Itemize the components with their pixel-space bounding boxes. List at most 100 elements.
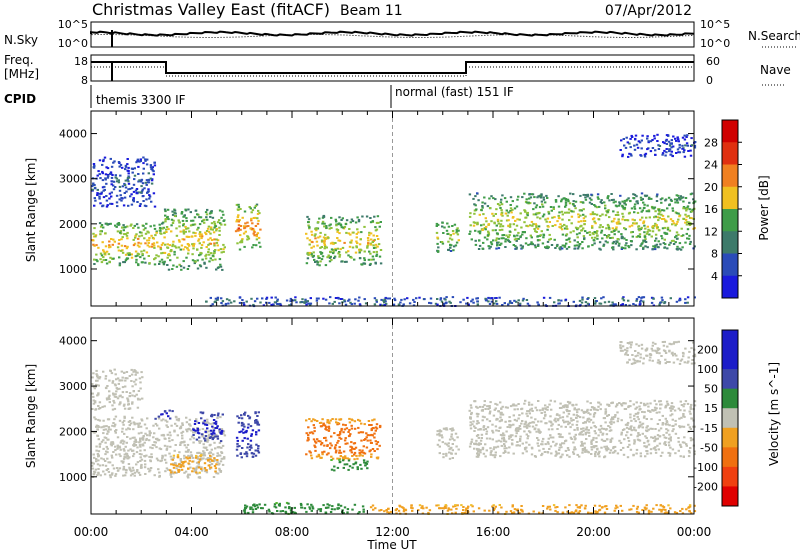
echo-cell bbox=[470, 406, 473, 409]
echo-cell bbox=[92, 395, 95, 398]
echo-cell bbox=[213, 242, 216, 245]
echo-cell bbox=[151, 166, 154, 169]
echo-cell bbox=[671, 220, 674, 222]
echo-cell bbox=[220, 302, 223, 304]
echo-cell bbox=[148, 237, 151, 239]
echo-cell bbox=[582, 227, 585, 230]
echo-cell bbox=[216, 435, 219, 438]
echo-cell bbox=[652, 297, 655, 300]
echo-cell bbox=[443, 226, 446, 229]
echo-cell bbox=[612, 421, 616, 424]
echo-cell bbox=[496, 418, 499, 421]
echo-cell bbox=[139, 438, 142, 441]
echo-cell bbox=[325, 439, 328, 442]
echo-cell bbox=[537, 245, 540, 247]
echo-region bbox=[163, 208, 227, 271]
echo-cell bbox=[550, 452, 553, 455]
echo-cell bbox=[367, 420, 371, 422]
echo-cell bbox=[653, 406, 657, 409]
echo-cell bbox=[597, 434, 600, 437]
echo-cell bbox=[216, 472, 220, 475]
echo-cell bbox=[685, 215, 688, 218]
echo-cell bbox=[104, 441, 107, 444]
echo-cell bbox=[346, 511, 349, 514]
echo-cell bbox=[117, 242, 121, 245]
echo-cell bbox=[553, 301, 556, 304]
echo-cell bbox=[122, 404, 126, 407]
echo-cell bbox=[251, 508, 255, 511]
echo-cell bbox=[689, 437, 693, 439]
echo-cell bbox=[160, 252, 163, 255]
echo-cell bbox=[153, 263, 157, 266]
echo-cell bbox=[537, 243, 540, 246]
echo-cell bbox=[111, 464, 114, 467]
echo-cell bbox=[96, 174, 99, 177]
echo-cell bbox=[130, 470, 133, 473]
echo-cell bbox=[256, 232, 260, 235]
echo-cell bbox=[549, 399, 552, 402]
echo-cell bbox=[338, 216, 341, 219]
echo-cell bbox=[509, 434, 513, 437]
echo-cell bbox=[557, 418, 560, 421]
echo-cell bbox=[672, 405, 675, 408]
echo-cell bbox=[339, 504, 343, 507]
echo-cell bbox=[537, 430, 541, 433]
colorbar-tick-label: 8 bbox=[711, 248, 718, 261]
echo-cell bbox=[270, 512, 274, 515]
echo-cell bbox=[658, 442, 662, 445]
echo-cell bbox=[128, 466, 131, 469]
echo-cell bbox=[676, 245, 679, 248]
echo-cell bbox=[644, 238, 647, 241]
echo-cell bbox=[358, 454, 361, 457]
echo-cell bbox=[637, 432, 640, 434]
echo-cell bbox=[687, 360, 690, 363]
echo-cell bbox=[326, 445, 329, 447]
echo-cell bbox=[655, 195, 659, 198]
echo-cell bbox=[586, 408, 589, 411]
echo-cell bbox=[513, 418, 517, 421]
echo-cell bbox=[138, 444, 142, 447]
echo-cell bbox=[542, 233, 545, 236]
echo-cell bbox=[379, 262, 383, 265]
echo-cell bbox=[112, 392, 115, 395]
echo-cell bbox=[572, 230, 575, 233]
echo-cell bbox=[328, 256, 332, 259]
echo-cell bbox=[105, 182, 108, 185]
echo-cell bbox=[108, 244, 111, 247]
echo-cell bbox=[560, 228, 564, 231]
echo-cell bbox=[589, 413, 592, 416]
echo-cell bbox=[658, 400, 661, 403]
echo-cell bbox=[337, 239, 340, 242]
echo-cell bbox=[116, 397, 120, 400]
echo-cell bbox=[646, 135, 649, 138]
echo-cell bbox=[163, 236, 166, 239]
echo-cell bbox=[439, 297, 443, 300]
echo-cell bbox=[187, 449, 190, 452]
echo-cell bbox=[132, 469, 135, 472]
echo-cell bbox=[320, 258, 324, 261]
echo-cell bbox=[574, 433, 577, 436]
echo-cell bbox=[211, 216, 215, 219]
echo-cell bbox=[627, 405, 630, 408]
echo-cell bbox=[183, 238, 186, 241]
echo-cell bbox=[619, 349, 623, 352]
echo-cell bbox=[245, 429, 248, 432]
echo-cell bbox=[243, 510, 246, 513]
echo-cell bbox=[201, 258, 204, 261]
echo-cell bbox=[653, 134, 656, 137]
echo-cell bbox=[218, 234, 221, 236]
echo-cell bbox=[258, 212, 261, 215]
echo-cell bbox=[97, 438, 100, 441]
echo-cell bbox=[93, 416, 96, 419]
echo-cell bbox=[104, 464, 108, 467]
echo-cell bbox=[503, 302, 506, 305]
echo-cell bbox=[130, 373, 134, 376]
echo-cell bbox=[142, 200, 145, 202]
echo-cell bbox=[623, 199, 627, 202]
echo-cell bbox=[240, 417, 244, 420]
echo-cell bbox=[557, 299, 560, 302]
echo-cell bbox=[236, 442, 239, 445]
echo-cell bbox=[245, 300, 248, 303]
echo-cell bbox=[484, 408, 487, 410]
echo-cell bbox=[95, 253, 98, 256]
